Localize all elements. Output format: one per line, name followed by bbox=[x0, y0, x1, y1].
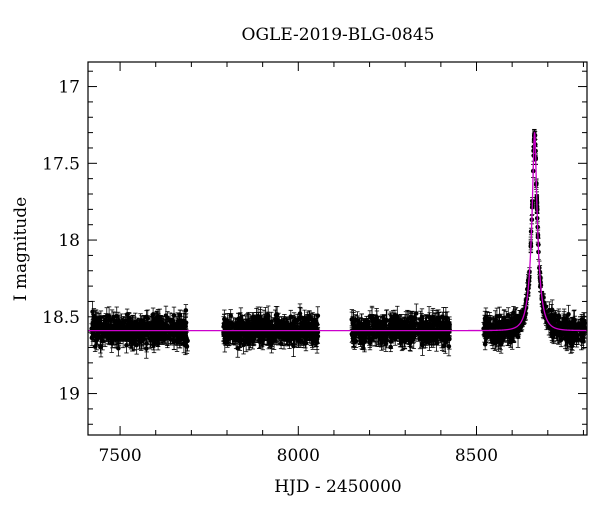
data-point bbox=[170, 317, 175, 336]
observing-season-4 bbox=[481, 128, 587, 354]
observing-season-3 bbox=[349, 303, 452, 357]
chart-title: OGLE-2019-BLG-0845 bbox=[242, 25, 435, 45]
data-point bbox=[359, 313, 365, 336]
data-points-layer bbox=[89, 128, 587, 359]
data-point bbox=[248, 317, 253, 331]
data-point bbox=[111, 316, 117, 338]
data-point bbox=[237, 330, 243, 349]
data-point bbox=[147, 315, 153, 336]
data-point bbox=[121, 316, 126, 328]
data-point bbox=[126, 313, 132, 325]
x-tick-labels: 7500 8000 8500 bbox=[98, 446, 498, 466]
y-tick-label: 18 bbox=[58, 231, 80, 251]
x-tick-label: 8500 bbox=[455, 446, 498, 466]
x-tick-label: 8000 bbox=[277, 446, 320, 466]
data-point bbox=[305, 327, 311, 340]
data-point bbox=[162, 324, 167, 343]
data-point bbox=[426, 306, 432, 328]
x-tick-label: 7500 bbox=[98, 446, 141, 466]
data-point bbox=[264, 327, 270, 346]
data-point bbox=[184, 328, 189, 348]
data-point bbox=[155, 312, 160, 330]
data-point bbox=[395, 317, 401, 339]
data-point bbox=[109, 309, 115, 330]
data-point bbox=[221, 313, 227, 336]
data-point bbox=[139, 315, 144, 328]
data-point bbox=[254, 307, 259, 330]
plot-frame bbox=[87, 61, 588, 436]
data-point bbox=[106, 313, 111, 328]
data-point bbox=[281, 316, 287, 330]
data-point bbox=[259, 325, 265, 348]
data-point bbox=[94, 311, 100, 327]
data-point bbox=[102, 325, 108, 348]
data-point bbox=[417, 329, 423, 350]
y-axis-label: I magnitude bbox=[11, 197, 31, 301]
data-point bbox=[315, 306, 321, 326]
data-point bbox=[265, 305, 271, 326]
y-tick-label: 19 bbox=[58, 385, 80, 405]
data-point bbox=[312, 322, 317, 334]
data-point bbox=[303, 329, 308, 349]
axis-ticks bbox=[88, 62, 587, 435]
data-point bbox=[177, 309, 183, 321]
data-point bbox=[100, 325, 106, 336]
data-point bbox=[421, 328, 427, 349]
x-axis-label: HJD - 2450000 bbox=[274, 477, 402, 497]
data-point bbox=[513, 323, 519, 337]
model-curve bbox=[88, 131, 587, 332]
data-point bbox=[401, 317, 407, 339]
data-point bbox=[129, 331, 134, 349]
y-tick-label: 18.5 bbox=[42, 308, 80, 328]
y-tick-label: 17 bbox=[58, 78, 80, 98]
data-point bbox=[305, 311, 310, 326]
y-tick-label: 17.5 bbox=[42, 154, 80, 174]
data-point bbox=[175, 333, 180, 346]
data-point bbox=[355, 315, 361, 327]
data-point bbox=[431, 323, 437, 346]
data-point bbox=[433, 310, 439, 330]
data-point bbox=[257, 331, 263, 349]
data-point bbox=[447, 318, 452, 331]
data-point bbox=[181, 319, 186, 337]
observing-season-1 bbox=[89, 300, 190, 359]
data-point bbox=[440, 314, 445, 333]
observing-season-2 bbox=[221, 303, 321, 358]
data-point bbox=[123, 317, 128, 339]
data-point bbox=[143, 329, 148, 341]
model-curve-layer bbox=[88, 131, 587, 332]
data-point bbox=[437, 318, 443, 339]
y-tick-labels: 17 17.5 18 18.5 19 bbox=[42, 78, 80, 405]
data-point bbox=[292, 322, 298, 345]
data-point bbox=[298, 307, 304, 328]
data-point bbox=[388, 334, 394, 349]
